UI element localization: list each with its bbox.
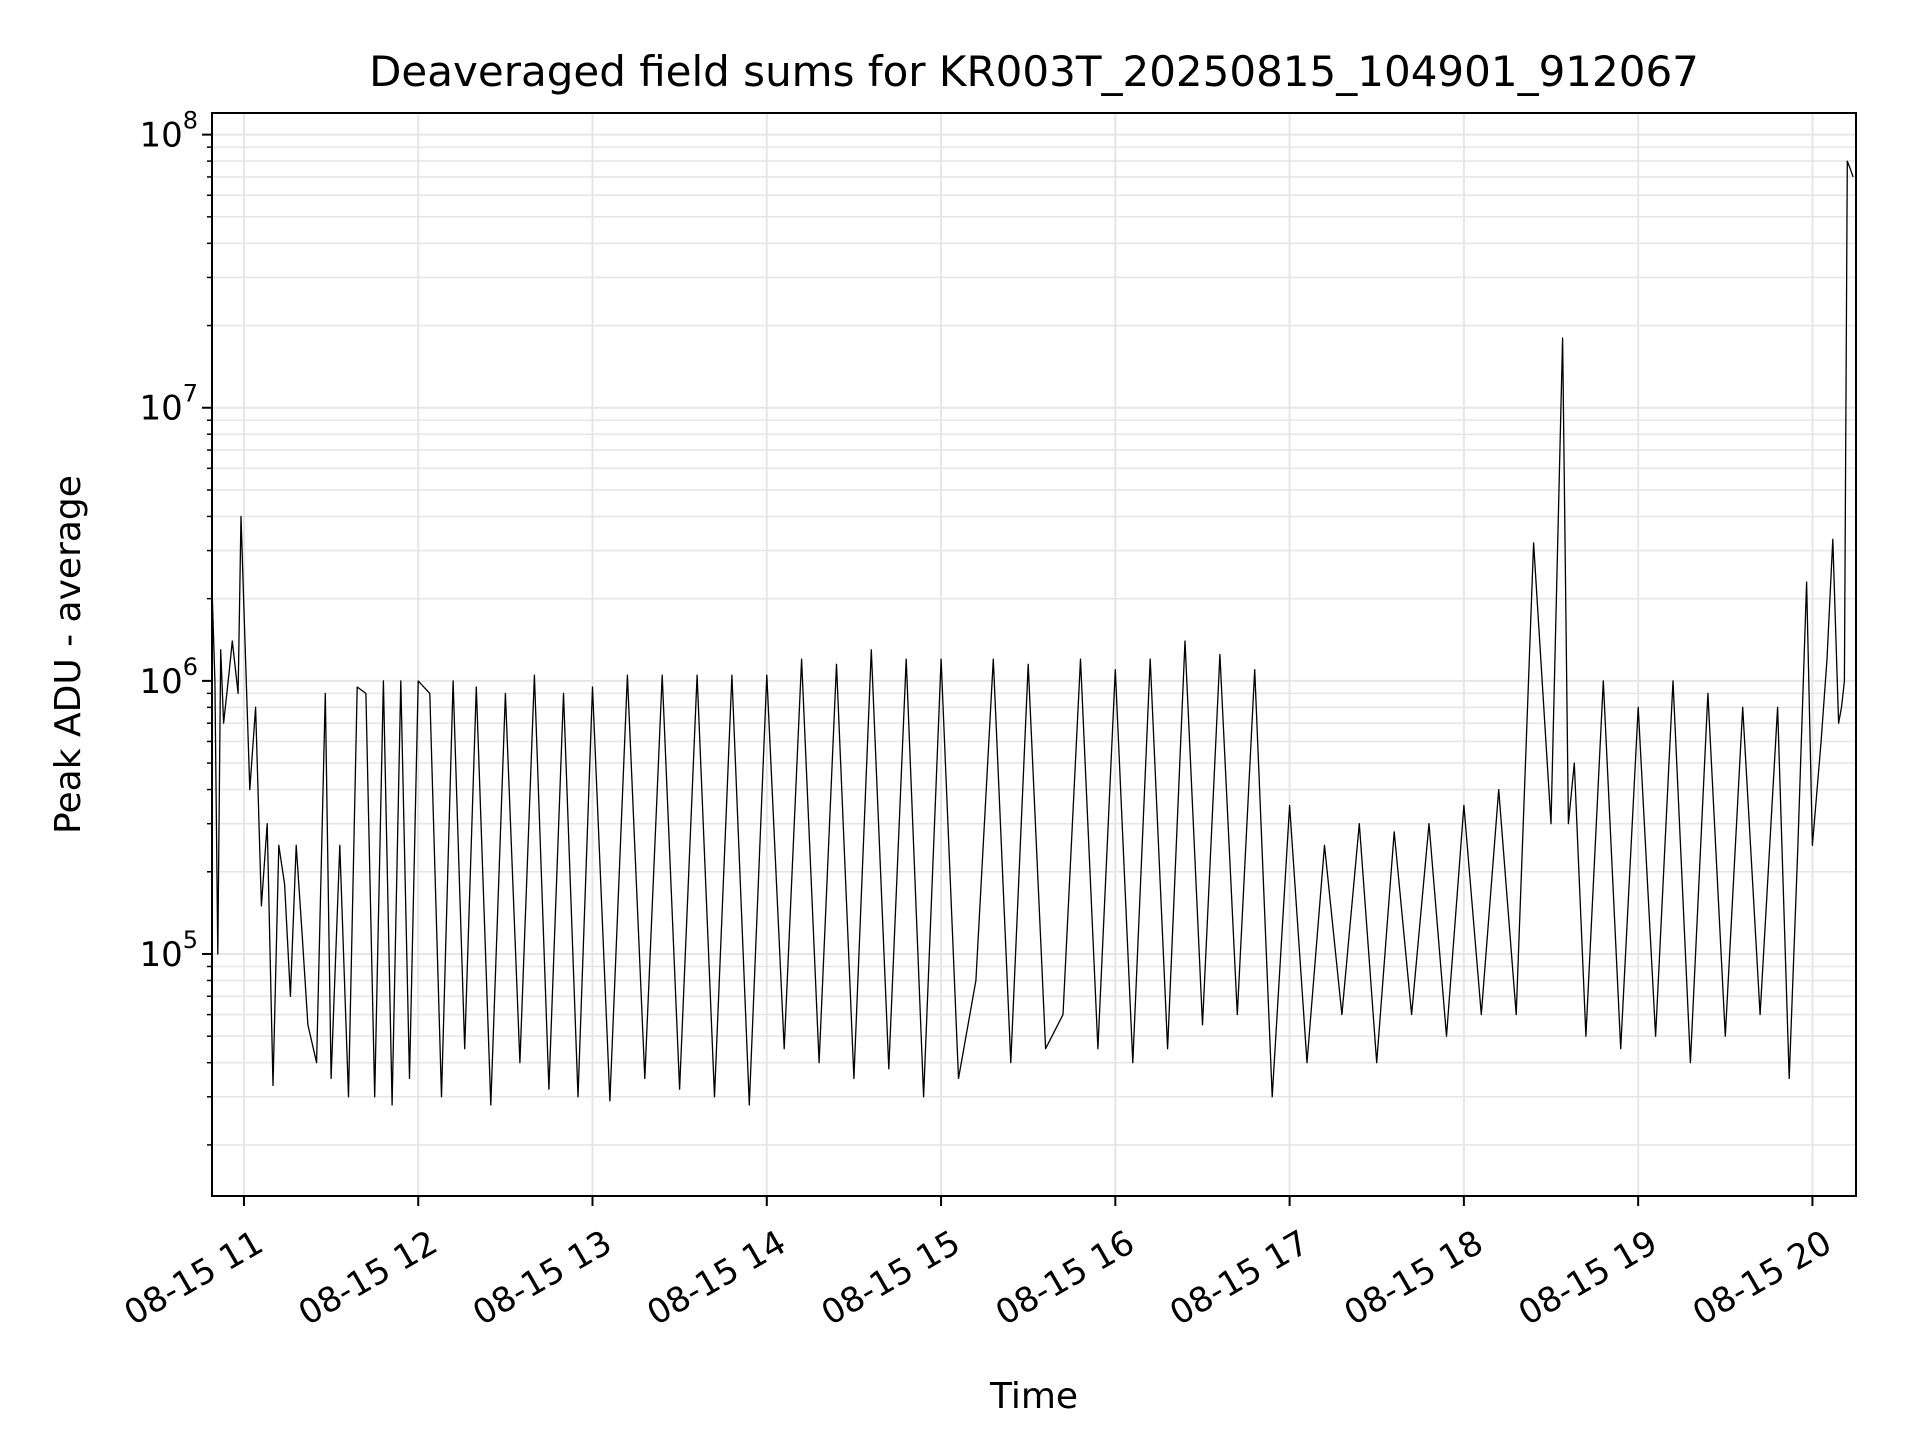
- y-axis-label: Peak ADU - average: [48, 475, 89, 834]
- y-tick-label: 105: [139, 926, 198, 975]
- series-line: [211, 160, 1854, 1106]
- y-tick-exponent: 6: [183, 653, 198, 681]
- x-axis-label: Time: [989, 1376, 1078, 1417]
- y-tick-exponent: 5: [183, 926, 198, 954]
- data-layer: [211, 160, 1854, 1106]
- grid-layer: [212, 113, 1856, 1196]
- y-tick-label: 107: [139, 380, 198, 429]
- plot-frame: [211, 112, 1857, 1197]
- y-tick-label: 108: [139, 107, 198, 156]
- y-tick-base: 10: [139, 116, 182, 156]
- y-tick-base: 10: [139, 389, 182, 429]
- y-tick-exponent: 7: [183, 380, 198, 408]
- y-tick-base: 10: [139, 662, 182, 702]
- y-tick-exponent: 8: [183, 107, 198, 135]
- y-tick-label: 106: [139, 653, 198, 702]
- chart-title: Deaveraged field sums for KR003T_2025081…: [369, 47, 1699, 96]
- y-tick-base: 10: [139, 935, 182, 975]
